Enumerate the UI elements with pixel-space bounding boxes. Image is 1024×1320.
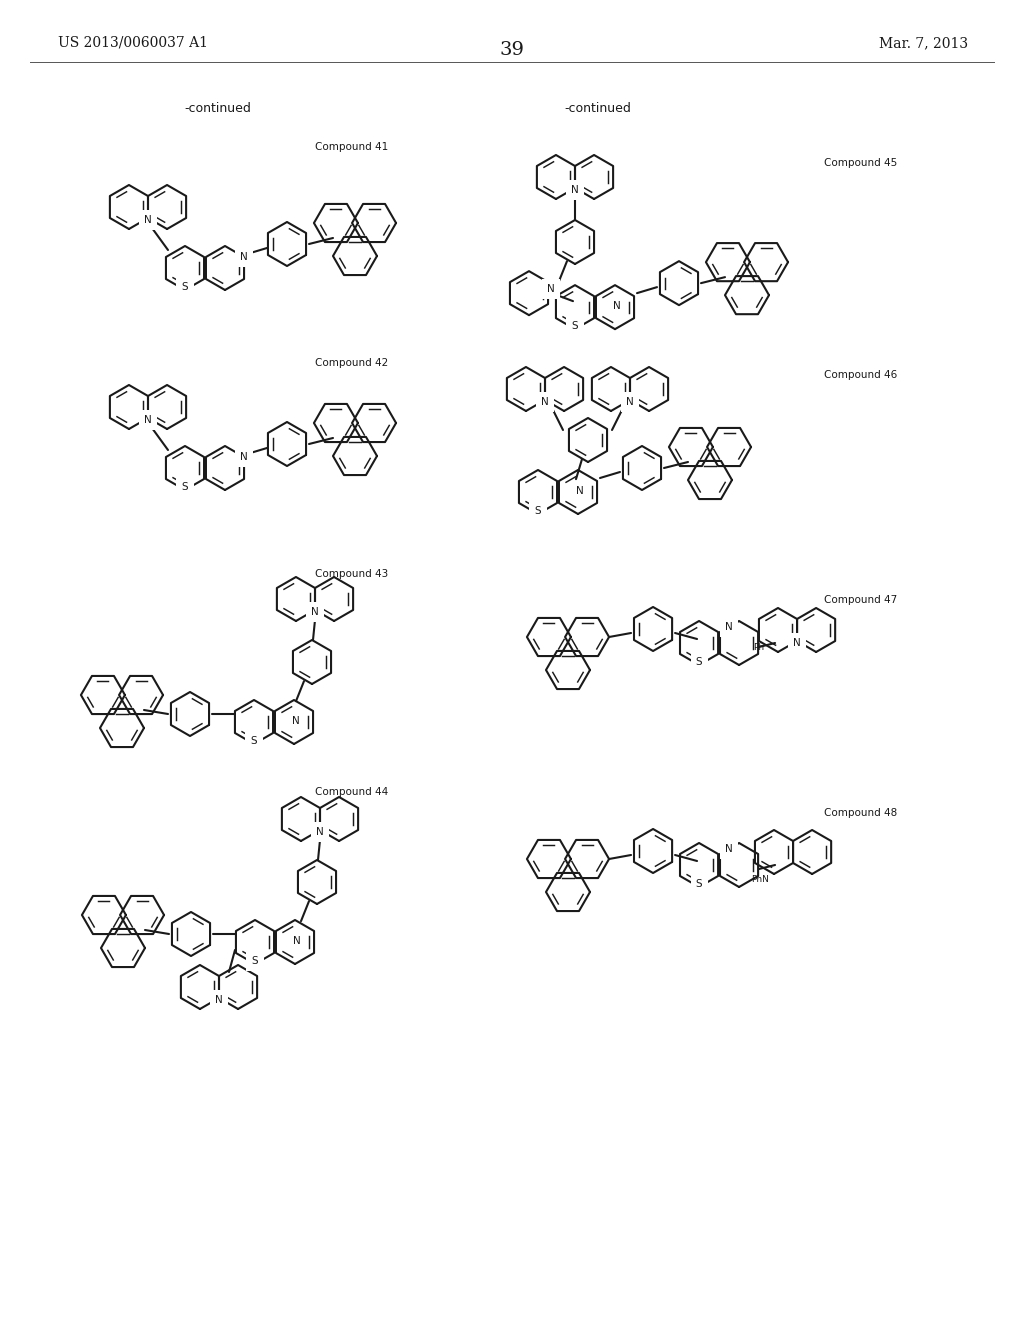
Text: N: N [144, 215, 152, 224]
Text: N: N [293, 936, 301, 946]
Text: N: N [215, 995, 223, 1005]
Text: S: S [695, 879, 702, 888]
Text: N: N [571, 185, 579, 195]
Text: -continued: -continued [184, 102, 252, 115]
Text: Compound 47: Compound 47 [823, 595, 897, 605]
Text: -continued: -continued [564, 102, 632, 115]
Text: Compound 48: Compound 48 [823, 808, 897, 818]
Text: Compound 41: Compound 41 [314, 143, 388, 152]
Text: S: S [181, 281, 188, 292]
Text: 39: 39 [500, 41, 524, 59]
Text: N: N [794, 638, 801, 648]
Text: Mar. 7, 2013: Mar. 7, 2013 [879, 36, 968, 50]
Text: N: N [316, 828, 324, 837]
Text: Compound 42: Compound 42 [314, 358, 388, 368]
Text: S: S [695, 657, 702, 667]
Text: S: S [252, 956, 258, 966]
Text: Ph: Ph [753, 643, 764, 652]
Text: PhN: PhN [751, 874, 769, 883]
Text: S: S [251, 735, 257, 746]
Text: Compound 46: Compound 46 [823, 370, 897, 380]
Text: US 2013/0060037 A1: US 2013/0060037 A1 [58, 36, 208, 50]
Text: N: N [541, 397, 549, 407]
Text: S: S [535, 506, 542, 516]
Text: Compound 43: Compound 43 [314, 569, 388, 579]
Text: N: N [240, 252, 248, 261]
Text: Compound 44: Compound 44 [314, 787, 388, 797]
Text: N: N [311, 607, 318, 616]
Text: N: N [626, 397, 634, 407]
Text: N: N [292, 715, 300, 726]
Text: N: N [725, 622, 733, 632]
Text: N: N [613, 301, 621, 312]
Text: N: N [577, 486, 584, 496]
Text: N: N [547, 284, 555, 294]
Text: N: N [240, 451, 248, 462]
Text: S: S [181, 482, 188, 492]
Text: S: S [571, 321, 579, 331]
Text: N: N [144, 414, 152, 425]
Text: Compound 45: Compound 45 [823, 158, 897, 168]
Text: N: N [725, 843, 733, 854]
